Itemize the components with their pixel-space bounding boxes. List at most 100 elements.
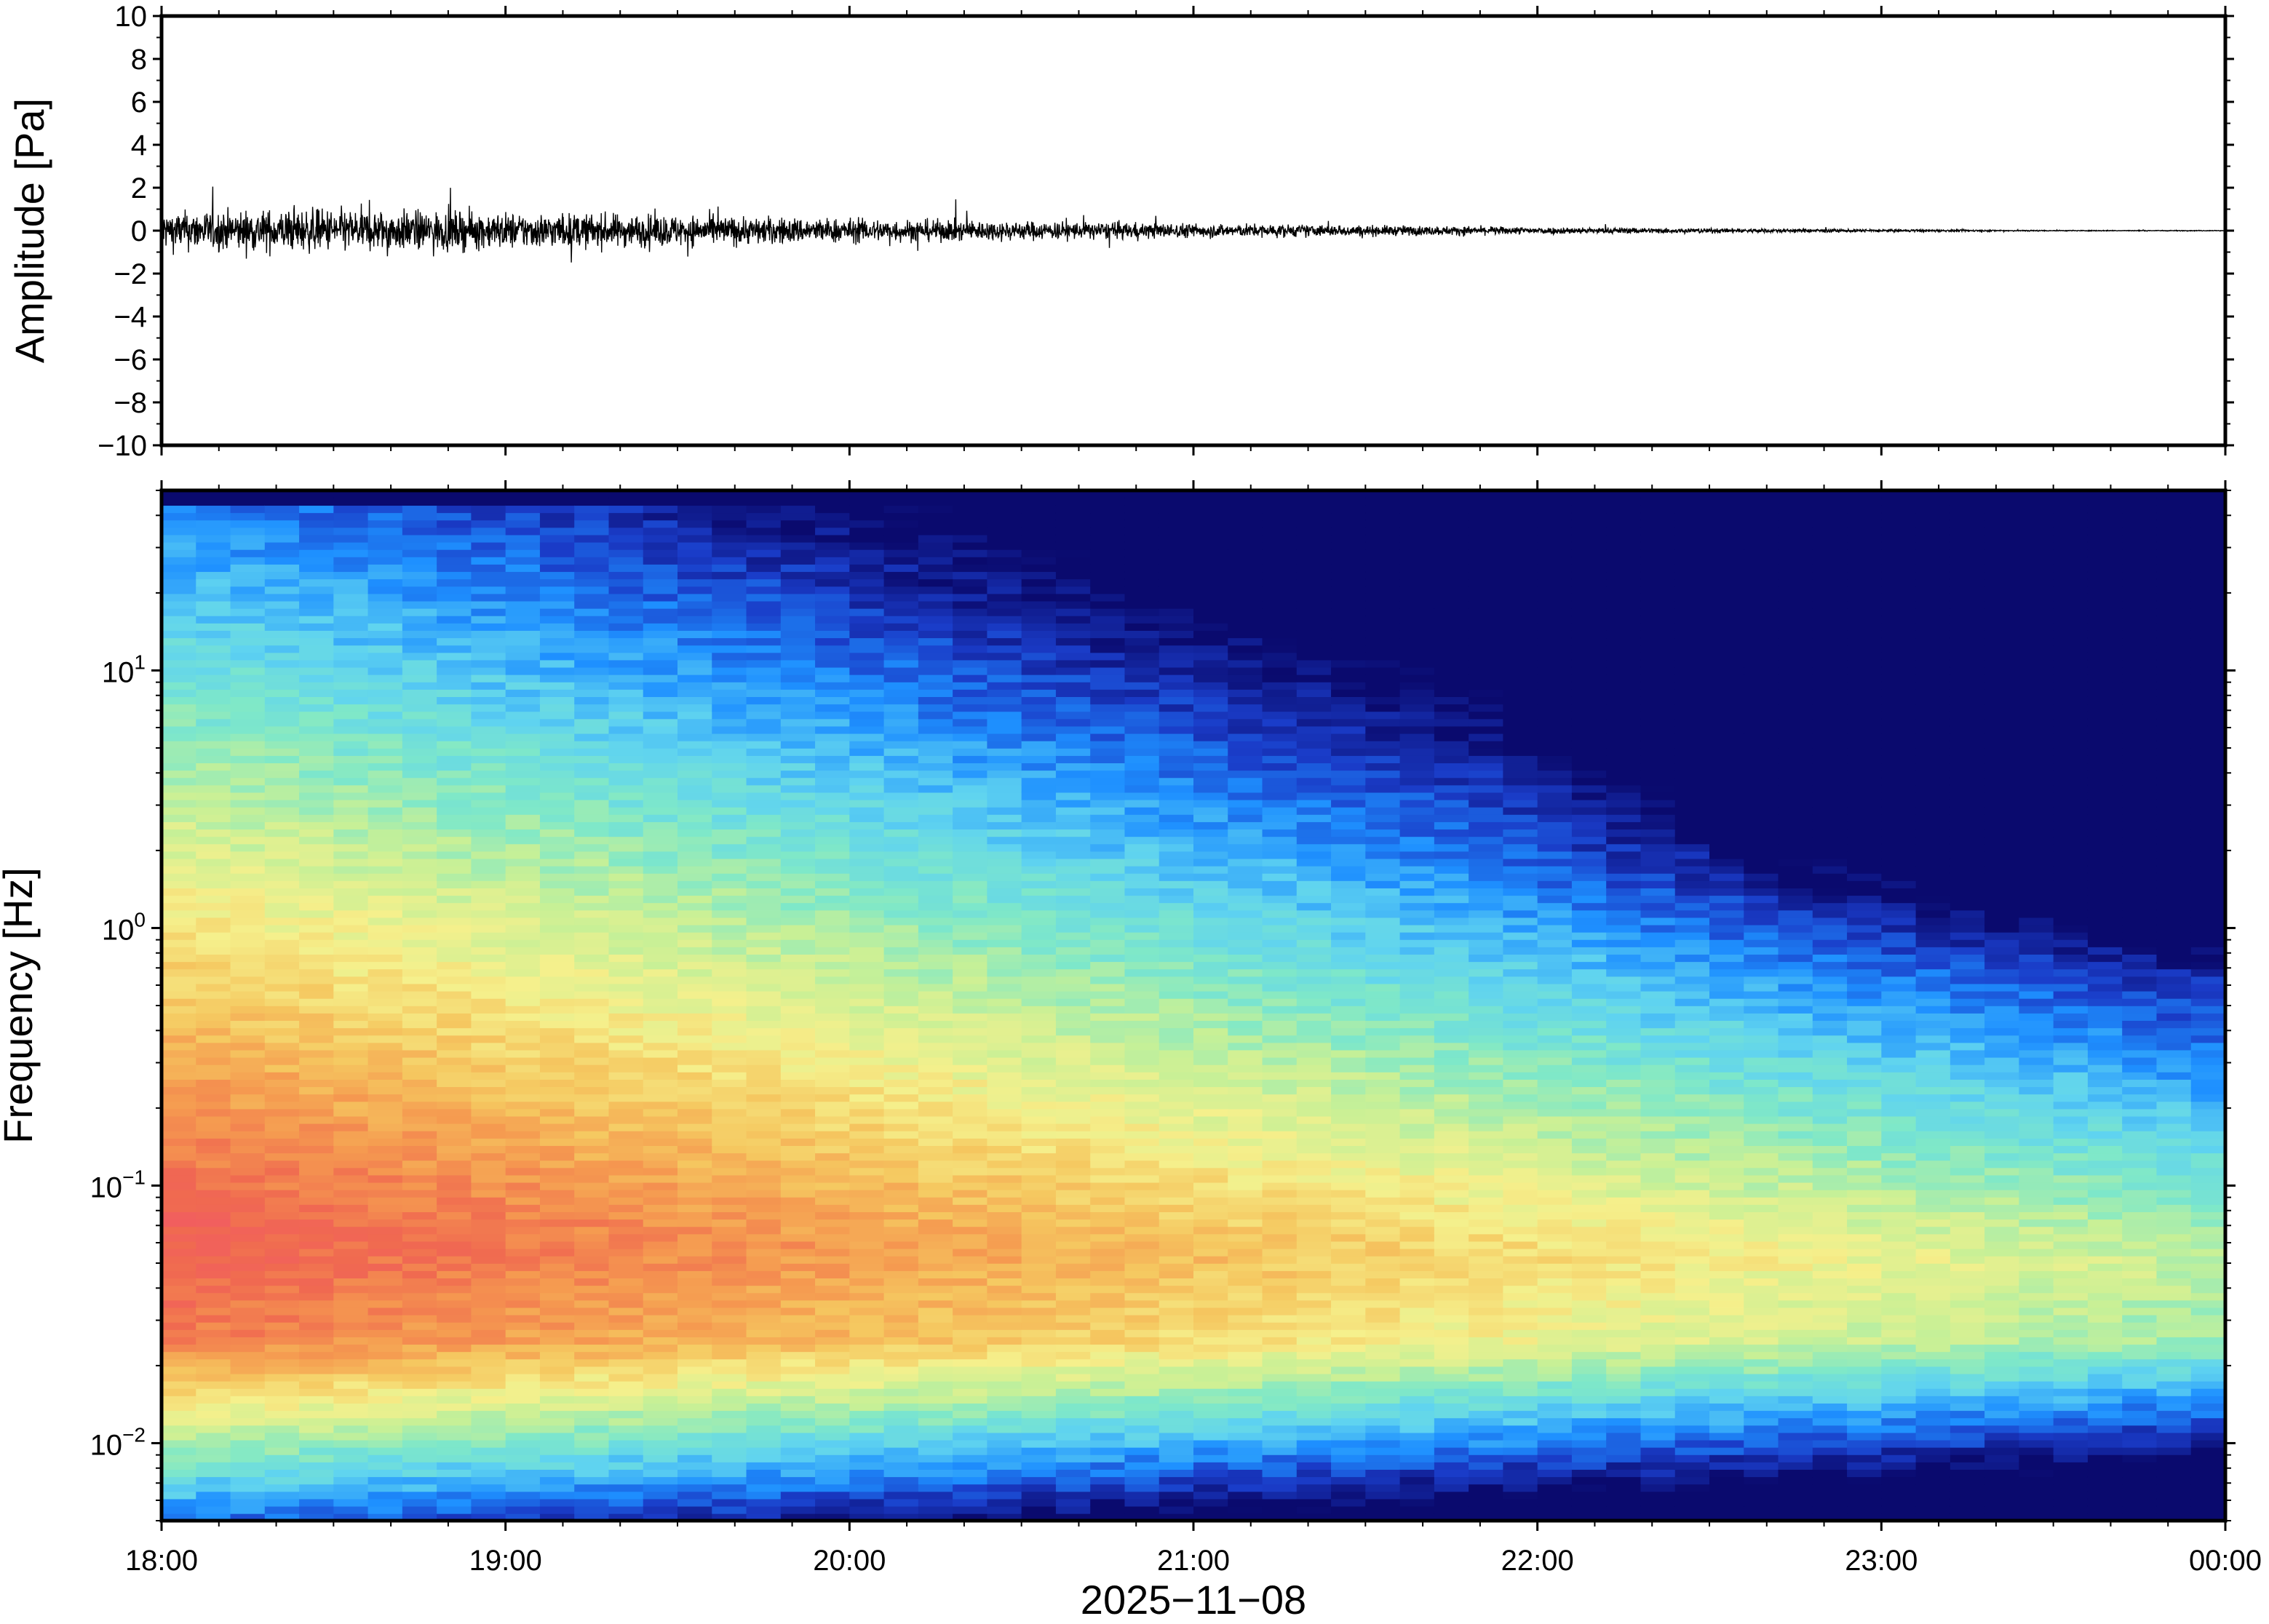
spectrogram-cell xyxy=(1055,564,1091,573)
spectrogram-cell xyxy=(299,1233,335,1242)
spectrogram-cell xyxy=(333,1153,369,1161)
spectrogram-cell xyxy=(367,725,403,734)
spectrogram-cell xyxy=(953,1020,988,1029)
spectrogram-cell xyxy=(1193,1513,1229,1521)
spectrogram-cell xyxy=(264,931,300,940)
spectrogram-cell xyxy=(780,1255,816,1264)
spectrogram-cell xyxy=(1124,1064,1160,1072)
spectrogram-cell xyxy=(712,520,747,528)
spectrogram-cell xyxy=(539,784,575,793)
spectrogram-cell xyxy=(643,1160,678,1169)
spectrogram-cell xyxy=(643,527,678,536)
spectrogram-cell xyxy=(471,888,506,896)
spectrogram-cell xyxy=(1296,814,1332,822)
spectrogram-cell xyxy=(505,858,541,867)
spectrogram-cell xyxy=(987,902,1022,911)
spectrogram-cell xyxy=(299,947,335,955)
spectrogram-cell xyxy=(1159,1314,1194,1323)
spectrogram-cell xyxy=(1055,1035,1091,1043)
spectrogram-cell xyxy=(505,1439,541,1448)
spectrogram-cell xyxy=(953,799,988,808)
spectrogram-cell xyxy=(883,1049,919,1058)
spectrogram-cell xyxy=(712,571,747,580)
spectrogram-cell xyxy=(677,784,713,793)
spectrogram-cell xyxy=(367,843,403,852)
spectrogram-cell xyxy=(574,652,610,661)
spectrogram-cell xyxy=(162,1072,197,1080)
spectrogram-cell xyxy=(1193,1263,1229,1271)
spectrogram-cell xyxy=(1193,1425,1229,1433)
spectrogram-cell xyxy=(883,851,919,859)
spectrogram-cell xyxy=(918,947,953,955)
spectrogram-cell xyxy=(1296,895,1332,904)
spectrogram-cell xyxy=(1193,1020,1229,1029)
spectrogram-cell xyxy=(643,858,678,867)
spectrogram-cell xyxy=(539,645,575,653)
spectrogram-cell xyxy=(230,1056,266,1065)
spectrogram-cell xyxy=(1124,1380,1160,1389)
spectrogram-cell xyxy=(1055,512,1091,521)
spectrogram-cell xyxy=(815,1049,851,1058)
spectrogram-cell xyxy=(608,1233,644,1242)
spectrogram-cell xyxy=(539,1469,575,1478)
spectrogram-cell xyxy=(712,711,747,720)
spectrogram-cell xyxy=(162,1248,197,1257)
spectrogram-cell xyxy=(815,1292,851,1301)
spectrogram-cell xyxy=(1090,1292,1126,1301)
spectrogram-cell xyxy=(643,1299,678,1308)
spectrogram-cell xyxy=(333,763,369,771)
spectrogram-cell xyxy=(712,1410,747,1419)
spectrogram-cell xyxy=(677,1035,713,1043)
spectrogram-cell xyxy=(539,1020,575,1029)
spectrogram-cell xyxy=(608,1321,644,1330)
spectrogram-cell xyxy=(196,865,231,874)
spectrogram-cell xyxy=(437,1498,472,1507)
spectrogram-cell xyxy=(574,1094,610,1102)
spectrogram-cell xyxy=(1055,1189,1091,1198)
spectrogram-cell xyxy=(333,1101,369,1110)
spectrogram-cell xyxy=(953,1263,988,1271)
spectrogram-cell xyxy=(1228,954,1263,963)
spectrogram-cell xyxy=(437,1505,472,1514)
spectrogram-cell xyxy=(162,1086,197,1095)
spectrogram-cell xyxy=(1228,593,1263,602)
spectrogram-cell xyxy=(574,615,610,624)
spectrogram-cell xyxy=(849,1204,885,1212)
spectrogram-cell xyxy=(574,600,610,609)
spectrogram-cell xyxy=(1055,1432,1091,1441)
spectrogram-cell xyxy=(437,990,472,999)
spectrogram-cell xyxy=(196,689,231,697)
spectrogram-cell xyxy=(987,1498,1022,1507)
spectrogram-cell xyxy=(849,711,885,720)
spectrogram-cell xyxy=(883,1219,919,1227)
spectrogram-cell xyxy=(574,998,610,1006)
spectrogram-cell xyxy=(712,872,747,881)
spectrogram-cell xyxy=(1228,1307,1263,1315)
spectrogram-cell xyxy=(1193,1299,1229,1308)
spectrogram-cell xyxy=(1021,1027,1057,1036)
spectrogram-cell xyxy=(1124,814,1160,822)
spectrogram-cell xyxy=(162,725,197,734)
spectrogram-cell xyxy=(437,814,472,822)
spectrogram-cell xyxy=(333,1123,369,1131)
spectrogram-cell xyxy=(677,1115,713,1124)
spectrogram-cell xyxy=(987,608,1022,616)
spectrogram-cell xyxy=(1090,674,1126,682)
spectrogram-cell xyxy=(608,564,644,573)
spectrogram-cell xyxy=(918,806,953,815)
spectrogram-cell xyxy=(643,777,678,786)
spectrogram-cell xyxy=(402,1410,437,1419)
spectrogram-cell xyxy=(643,1189,678,1198)
spectrogram-cell xyxy=(608,1285,644,1294)
spectrogram-cell xyxy=(162,1462,197,1470)
spectrogram-cell xyxy=(1055,1241,1091,1249)
spectrogram-cell xyxy=(1021,806,1057,815)
spectrogram-cell xyxy=(1193,990,1229,999)
spectrogram-cell xyxy=(1193,909,1229,918)
spectrogram-cell xyxy=(299,851,335,859)
spectrogram-cell xyxy=(643,520,678,528)
spectrogram-cell xyxy=(1228,1469,1263,1478)
spectrogram-cell xyxy=(1296,1042,1332,1051)
spectrogram-cell xyxy=(1124,1285,1160,1294)
spectrogram-cell xyxy=(162,1270,197,1279)
